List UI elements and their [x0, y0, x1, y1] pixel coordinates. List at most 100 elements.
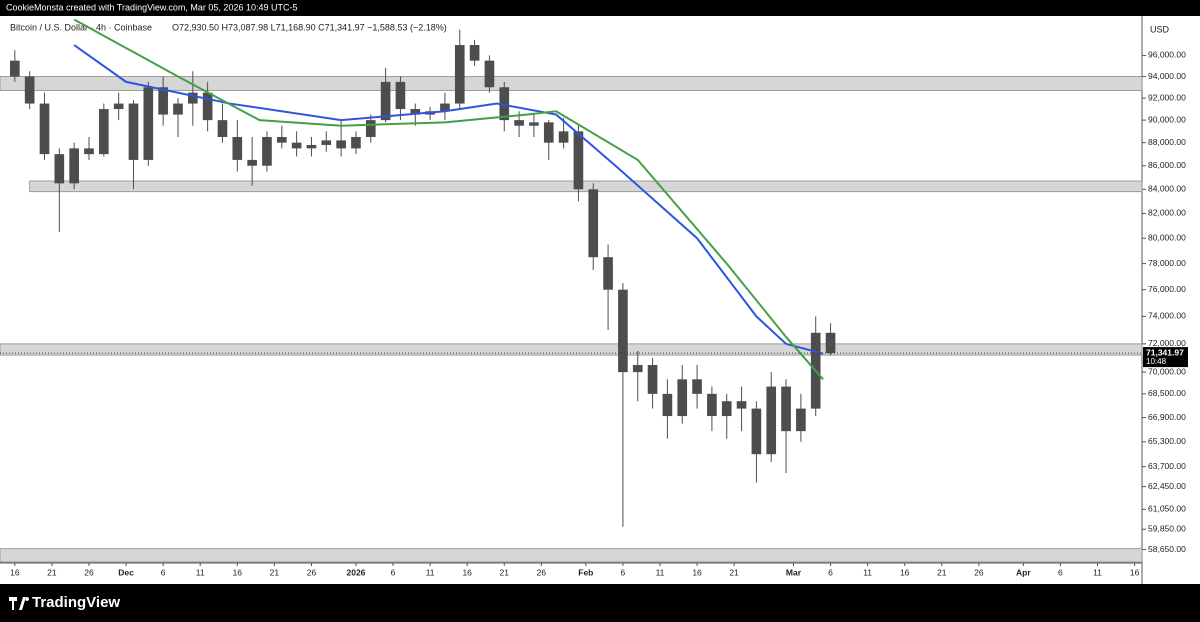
x-tick-label: Dec: [118, 567, 134, 577]
last-price-box: [1143, 347, 1188, 368]
x-tick-label: 16: [233, 567, 243, 577]
y-tick-label: 68,500.00: [1148, 388, 1186, 398]
y-tick-label: 61,050.00: [1148, 504, 1186, 514]
candle-body: [202, 92, 213, 121]
candle-body: [781, 386, 791, 432]
y-tick-label: 80,000.00: [1148, 232, 1186, 242]
candle-body: [321, 140, 332, 145]
candle-body: [39, 103, 50, 155]
x-tick-label: 11: [656, 567, 665, 577]
candle-body: [410, 109, 421, 115]
brand: TradingView: [32, 594, 120, 611]
x-tick-label: 21: [937, 567, 947, 577]
x-tick-label: 21: [270, 567, 280, 577]
candle-body: [469, 45, 480, 61]
candle-body: [618, 289, 628, 373]
candle-body: [54, 154, 65, 184]
candle-body: [84, 148, 94, 155]
x-tick-label: 6: [828, 567, 833, 577]
candle-body: [707, 393, 717, 417]
y-tick-label: 88,000.00: [1148, 137, 1186, 147]
y-tick-label: 84,000.00: [1148, 184, 1186, 194]
y-tick-label: 58,650.00: [1148, 544, 1186, 554]
x-tick-label: 21: [500, 567, 510, 577]
candle-body: [454, 45, 465, 104]
x-tick-label: 16: [1130, 567, 1140, 577]
candle-body: [232, 136, 243, 160]
x-tick-label: Feb: [578, 567, 593, 577]
candle-body: [543, 122, 554, 143]
candle-body: [825, 332, 836, 354]
x-tick-label: 16: [462, 567, 472, 577]
candle-body: [588, 189, 599, 258]
candle-body: [662, 393, 673, 417]
header: CookieMonsta created with TradingView.co…: [6, 2, 297, 12]
candle-body: [10, 60, 20, 77]
candle-body: [276, 136, 287, 143]
candle-body: [128, 103, 139, 160]
x-tick-label: 11: [1093, 567, 1102, 577]
candle-body: [766, 386, 777, 455]
candle-body: [365, 120, 376, 137]
candle-body: [721, 401, 732, 417]
logo: TradingView: [9, 594, 120, 611]
x-tick-label: 21: [729, 567, 739, 577]
x-tick-label: 26: [307, 567, 317, 577]
candle-body: [751, 408, 762, 455]
y-tick-label: 72,000.00: [1148, 338, 1186, 348]
x-tick-label: 16: [10, 567, 20, 577]
y-tick-label: 70,000.00: [1148, 366, 1186, 376]
candle-body: [217, 120, 228, 137]
candle-body: [306, 144, 317, 149]
candle-body: [514, 120, 524, 126]
x-tick-label: 11: [196, 567, 205, 577]
zone: [0, 76, 1143, 91]
candle-body: [380, 81, 391, 121]
y-tick-label: 94,000.00: [1148, 71, 1186, 81]
candle-body: [440, 103, 450, 112]
y-tick-label: 96,000.00: [1148, 50, 1186, 60]
y-tick-label: 78,000.00: [1148, 258, 1186, 268]
y-tick-label: 92,000.00: [1148, 92, 1186, 102]
x-tick-label: 11: [863, 567, 872, 577]
x-tick-label: 16: [692, 567, 702, 577]
candle-body: [796, 408, 806, 432]
candle-body: [529, 122, 539, 126]
candle-body: [173, 103, 183, 115]
y-tick-label: 74,000.00: [1148, 311, 1186, 321]
moving-average: [73, 18, 824, 380]
x-tick-label: Mar: [786, 567, 802, 577]
candle-body: [603, 257, 613, 290]
x-tick-label: 6: [1058, 567, 1063, 577]
candle-body: [143, 87, 154, 160]
x-tick-label: 21: [47, 567, 57, 577]
axis-unit: USD: [1150, 24, 1170, 34]
y-tick-label: 62,450.00: [1148, 481, 1186, 491]
candle-body: [692, 379, 702, 394]
candle-body: [499, 87, 510, 121]
candle-body: [677, 379, 688, 417]
y-tick-label: 65,300.00: [1148, 436, 1186, 446]
chart-area: [0, 16, 1200, 584]
y-tick-label: 86,000.00: [1148, 160, 1186, 170]
last-price-label: 71,341.97: [1146, 347, 1184, 357]
candle-body: [351, 136, 361, 149]
candle-body: [647, 364, 658, 394]
x-tick-label: 6: [621, 567, 626, 577]
candle-body: [395, 81, 406, 110]
countdown: 10:48: [1146, 357, 1167, 366]
x-tick-label: 16: [900, 567, 910, 577]
candle-body: [558, 131, 569, 143]
x-tick-label: 6: [161, 567, 166, 577]
y-tick-label: 76,000.00: [1148, 284, 1186, 294]
zone: [0, 343, 1143, 356]
zone: [29, 180, 1143, 193]
ohlc-legend: O72,930.50 H73,087.98 L71,168.90 C71,341…: [172, 22, 447, 32]
candle-body: [24, 76, 35, 104]
candle-body: [632, 364, 643, 373]
candle-body: [573, 131, 584, 190]
y-tick-label: 59,850.00: [1148, 523, 1186, 533]
candle-body: [484, 60, 495, 88]
y-tick-label: 82,000.00: [1148, 208, 1186, 218]
zone: [0, 548, 1143, 563]
